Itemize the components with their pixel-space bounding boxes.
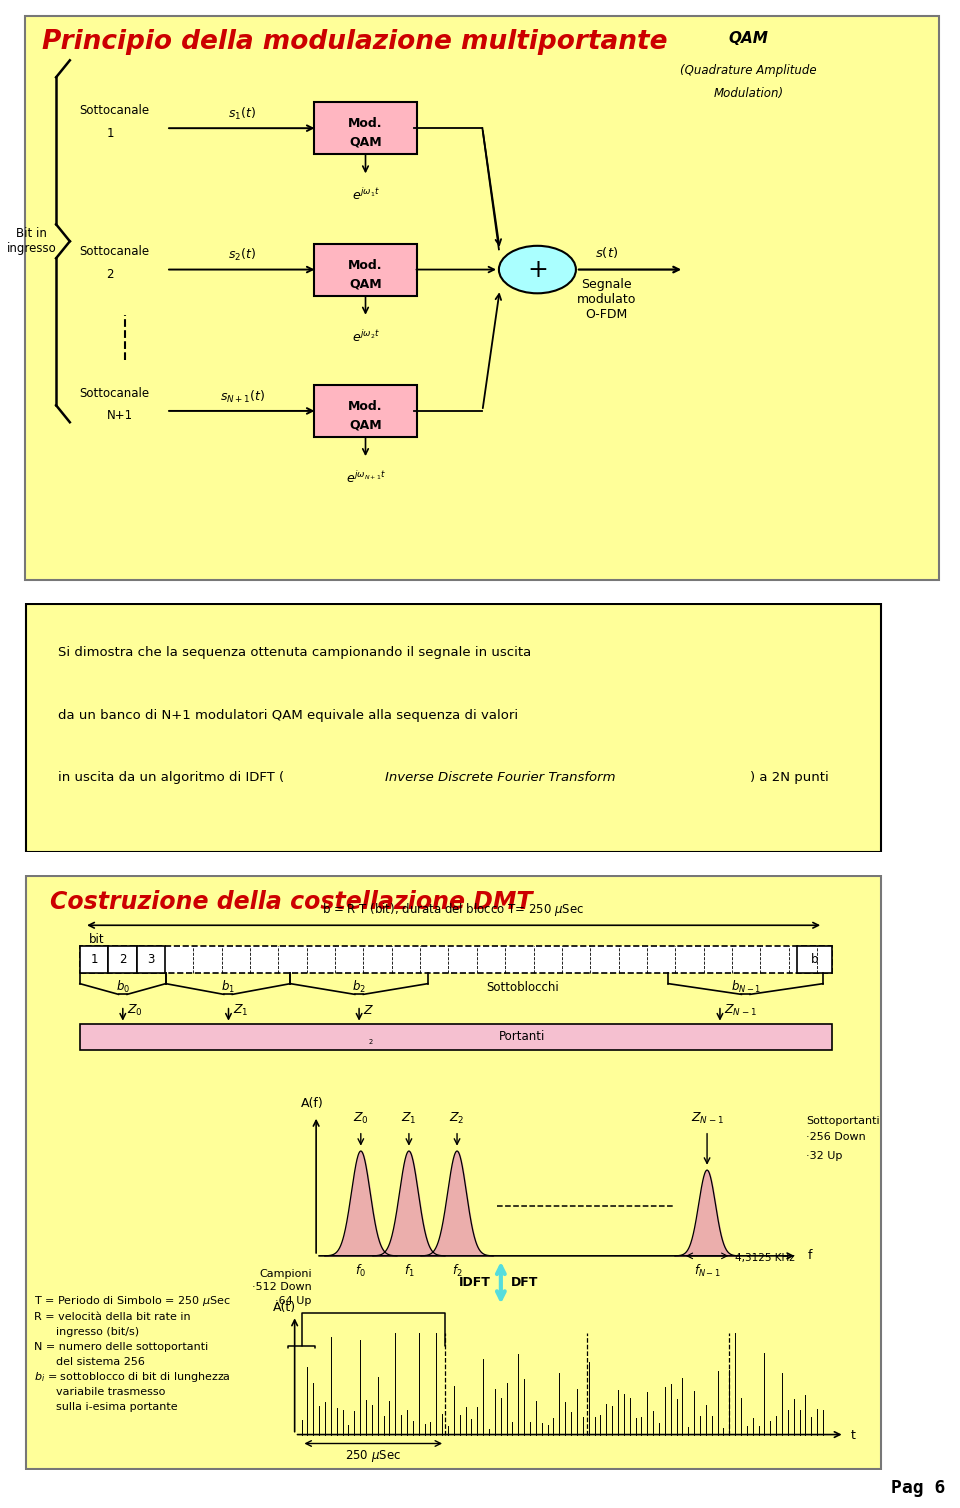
Text: $s_2(t)$: $s_2(t)$	[228, 247, 256, 264]
FancyBboxPatch shape	[108, 946, 136, 973]
FancyBboxPatch shape	[314, 103, 418, 154]
Text: Principio della modulazione multiportante: Principio della modulazione multiportant…	[42, 29, 668, 56]
FancyBboxPatch shape	[314, 243, 418, 296]
Text: ·512 Down: ·512 Down	[252, 1282, 312, 1292]
Text: Portanti: Portanti	[499, 1030, 545, 1044]
Text: bit: bit	[88, 933, 104, 946]
Text: ·256 Down: ·256 Down	[805, 1131, 866, 1142]
Text: $s_{N+1}(t)$: $s_{N+1}(t)$	[220, 389, 265, 404]
Text: f: f	[808, 1249, 812, 1262]
Text: variabile trasmesso: variabile trasmesso	[56, 1387, 165, 1396]
Text: in uscita da un algoritmo di IDFT (: in uscita da un algoritmo di IDFT (	[59, 771, 284, 784]
Text: $Z_{N-1}$: $Z_{N-1}$	[724, 1003, 757, 1018]
Text: 4,3125 KHz: 4,3125 KHz	[734, 1253, 794, 1262]
Text: R = velocità della bit rate in: R = velocità della bit rate in	[35, 1312, 191, 1323]
Text: Si dimostra che la sequenza ottenuta campionando il segnale in uscita: Si dimostra che la sequenza ottenuta cam…	[59, 647, 532, 659]
Text: $Z_{N-1}$: $Z_{N-1}$	[690, 1111, 724, 1126]
Text: $Z_0$: $Z_0$	[353, 1111, 369, 1126]
Text: ·32 Up: ·32 Up	[805, 1152, 842, 1161]
Text: QAM: QAM	[729, 32, 768, 47]
Text: $Z_2$: $Z_2$	[449, 1111, 465, 1126]
FancyBboxPatch shape	[314, 385, 418, 437]
Text: Campioni: Campioni	[259, 1268, 312, 1279]
Text: Costruzione della costellazione DMT: Costruzione della costellazione DMT	[50, 890, 532, 914]
Text: 3: 3	[147, 953, 155, 967]
FancyBboxPatch shape	[136, 946, 165, 973]
Text: Sottocanale: Sottocanale	[79, 386, 149, 400]
Text: ingresso (bit/s): ingresso (bit/s)	[56, 1327, 139, 1338]
Text: N = numero delle sottoportanti: N = numero delle sottoportanti	[35, 1342, 208, 1353]
Text: $b_{N-1}$: $b_{N-1}$	[731, 979, 761, 995]
Text: 2: 2	[107, 268, 114, 280]
Text: ·64 Up: ·64 Up	[276, 1295, 312, 1306]
Text: $b_i$ = sottoblocco di bit di lunghezza: $b_i$ = sottoblocco di bit di lunghezza	[35, 1369, 231, 1384]
Text: $Z_1$: $Z_1$	[232, 1003, 249, 1018]
Text: QAM: QAM	[349, 277, 382, 290]
Text: b = R T (bit), durata del blocco T= 250 $\mu$Sec: b = R T (bit), durata del blocco T= 250 …	[323, 900, 585, 917]
Text: Sottoportanti: Sottoportanti	[805, 1116, 879, 1126]
Text: N+1: N+1	[107, 409, 132, 422]
Text: $s(t)$: $s(t)$	[594, 246, 618, 259]
Text: A(t): A(t)	[273, 1301, 296, 1313]
Text: Sottoblocchi: Sottoblocchi	[486, 980, 559, 994]
Text: $f_0$: $f_0$	[355, 1264, 366, 1279]
Text: ) a 2N punti: ) a 2N punti	[750, 771, 828, 784]
Text: Mod.: Mod.	[348, 400, 383, 413]
Text: sulla i-esima portante: sulla i-esima portante	[56, 1401, 178, 1411]
Text: 2: 2	[119, 953, 126, 967]
Text: $f_{N-1}$: $f_{N-1}$	[694, 1264, 721, 1279]
Text: Segnale
modulato
O-FDM: Segnale modulato O-FDM	[577, 277, 636, 321]
Text: $e^{j\omega_1 t}$: $e^{j\omega_1 t}$	[351, 187, 379, 204]
Text: $_2$: $_2$	[368, 1038, 373, 1048]
Text: $Z$: $Z$	[364, 1004, 374, 1016]
Text: Inverse Discrete Fourier Transform: Inverse Discrete Fourier Transform	[385, 771, 615, 784]
Text: QAM: QAM	[349, 419, 382, 431]
Text: b: b	[810, 953, 818, 967]
Text: Modulation): Modulation)	[713, 87, 783, 100]
FancyArrowPatch shape	[497, 1267, 505, 1298]
FancyBboxPatch shape	[798, 946, 831, 973]
Text: del sistema 256: del sistema 256	[56, 1357, 145, 1366]
Text: $s_1(t)$: $s_1(t)$	[228, 106, 256, 122]
Text: $b_0$: $b_0$	[116, 979, 130, 995]
Text: IDFT: IDFT	[459, 1276, 491, 1289]
FancyBboxPatch shape	[26, 603, 881, 852]
Text: QAM: QAM	[349, 136, 382, 149]
Text: (Quadrature Amplitude: (Quadrature Amplitude	[680, 65, 817, 77]
Text: $b_1$: $b_1$	[221, 979, 235, 995]
Text: 250 $\mu$Sec: 250 $\mu$Sec	[346, 1448, 401, 1464]
Text: +: +	[527, 258, 548, 282]
FancyBboxPatch shape	[80, 946, 108, 973]
Text: $e^{j\omega_{N+1} t}$: $e^{j\omega_{N+1} t}$	[346, 470, 386, 486]
Text: A(f): A(f)	[300, 1096, 324, 1110]
Text: $f_1$: $f_1$	[403, 1264, 414, 1279]
Text: Mod.: Mod.	[348, 258, 383, 271]
Text: $Z_1$: $Z_1$	[401, 1111, 417, 1126]
Text: Sottocanale: Sottocanale	[79, 104, 149, 118]
Text: $Z_0$: $Z_0$	[127, 1003, 143, 1018]
Text: 1: 1	[107, 127, 114, 140]
FancyBboxPatch shape	[26, 876, 881, 1469]
Text: Bit in
ingresso: Bit in ingresso	[7, 228, 57, 255]
Text: Pag 6: Pag 6	[891, 1479, 946, 1497]
Text: $f_2$: $f_2$	[452, 1264, 463, 1279]
FancyBboxPatch shape	[25, 17, 939, 581]
Circle shape	[499, 246, 576, 293]
Text: $b_2$: $b_2$	[352, 979, 366, 995]
Text: $e^{j\omega_2 t}$: $e^{j\omega_2 t}$	[351, 329, 379, 345]
Text: Mod.: Mod.	[348, 118, 383, 130]
Text: 1: 1	[90, 953, 98, 967]
FancyBboxPatch shape	[80, 946, 831, 973]
Text: T = Periodo di Simbolo = 250 $\mu$Sec: T = Periodo di Simbolo = 250 $\mu$Sec	[35, 1294, 231, 1307]
FancyBboxPatch shape	[80, 1024, 831, 1051]
Text: Sottocanale: Sottocanale	[79, 246, 149, 258]
Text: t: t	[851, 1430, 855, 1442]
Text: DFT: DFT	[511, 1276, 539, 1289]
Text: da un banco di N+1 modulatori QAM equivale alla sequenza di valori: da un banco di N+1 modulatori QAM equiva…	[59, 709, 518, 722]
